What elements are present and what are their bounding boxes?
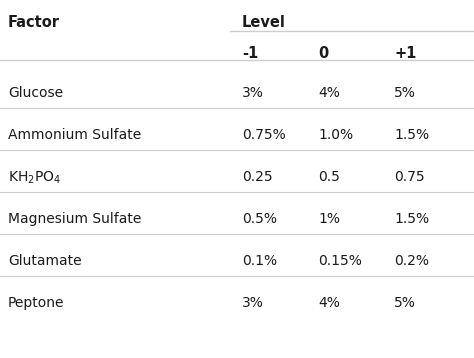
Text: 0.2%: 0.2% [394, 254, 429, 268]
Text: 0.75%: 0.75% [242, 128, 286, 142]
Text: Factor: Factor [8, 15, 60, 30]
Text: Ammonium Sulfate: Ammonium Sulfate [8, 128, 141, 142]
Text: -1: -1 [242, 46, 258, 61]
Text: Peptone: Peptone [8, 296, 64, 310]
Text: 0.75: 0.75 [394, 170, 425, 184]
Text: 3%: 3% [242, 296, 264, 310]
Text: 5%: 5% [394, 86, 416, 100]
Text: Glutamate: Glutamate [8, 254, 82, 268]
Text: Level: Level [242, 15, 286, 30]
Text: 0.15%: 0.15% [318, 254, 362, 268]
Text: Magnesium Sulfate: Magnesium Sulfate [8, 212, 141, 226]
Text: 1.5%: 1.5% [394, 128, 429, 142]
Text: 0.25: 0.25 [242, 170, 273, 184]
Text: 0.5: 0.5 [318, 170, 340, 184]
Text: 0: 0 [318, 46, 328, 61]
Text: 1.0%: 1.0% [318, 128, 353, 142]
Text: 0.1%: 0.1% [242, 254, 277, 268]
Text: 3%: 3% [242, 86, 264, 100]
Text: KH$_2$PO$_4$: KH$_2$PO$_4$ [8, 170, 61, 187]
Text: Glucose: Glucose [8, 86, 63, 100]
Text: 4%: 4% [318, 86, 340, 100]
Text: 0.5%: 0.5% [242, 212, 277, 226]
Text: +1: +1 [394, 46, 416, 61]
Text: 4%: 4% [318, 296, 340, 310]
Text: 1.5%: 1.5% [394, 212, 429, 226]
Text: 5%: 5% [394, 296, 416, 310]
Text: 1%: 1% [318, 212, 340, 226]
